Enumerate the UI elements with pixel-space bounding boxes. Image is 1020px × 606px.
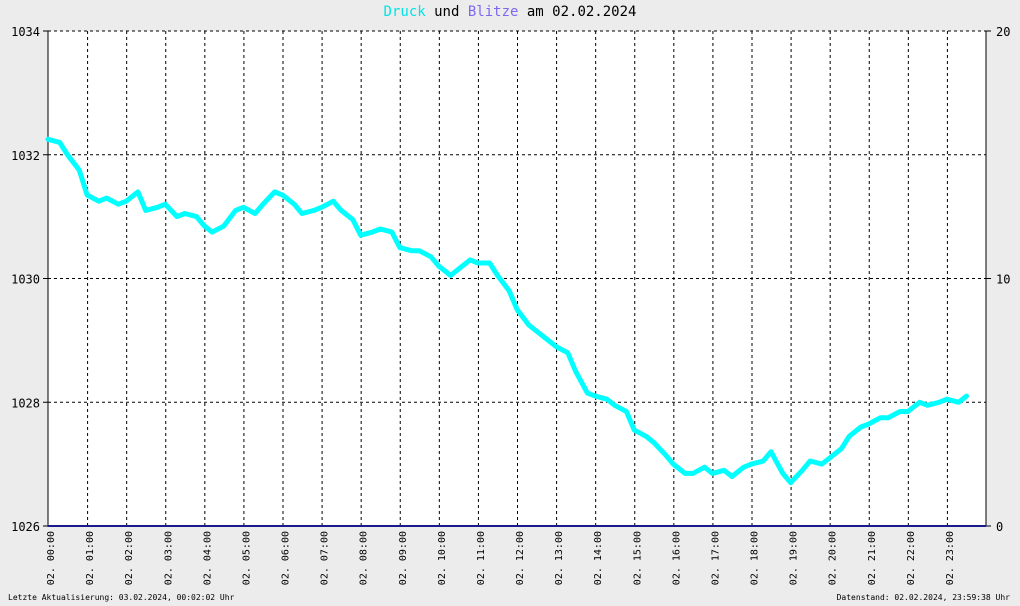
y-left-tick-label: 1030 bbox=[11, 273, 40, 287]
x-tick-label: 02. 04:00 bbox=[202, 531, 213, 585]
x-tick-label: 02. 16:00 bbox=[671, 531, 682, 585]
x-tick-label: 02. 09:00 bbox=[398, 531, 409, 585]
x-tick-label: 02. 11:00 bbox=[476, 531, 487, 585]
y-left-tick-label: 1028 bbox=[11, 396, 40, 410]
x-tick-label: 02. 19:00 bbox=[789, 531, 800, 585]
y-left-tick-label: 1034 bbox=[11, 25, 40, 39]
x-tick-label: 02. 20:00 bbox=[828, 531, 839, 585]
x-tick-label: 02. 23:00 bbox=[945, 531, 956, 585]
x-tick-label: 02. 00:00 bbox=[46, 531, 57, 585]
title-und: und bbox=[425, 4, 468, 20]
footer-last-update: Letzte Aktualisierung: 03.02.2024, 00:02… bbox=[8, 593, 235, 602]
x-tick-label: 02. 21:00 bbox=[867, 531, 878, 585]
x-tick-label: 02. 06:00 bbox=[281, 531, 292, 585]
y-left-tick-label: 1032 bbox=[11, 149, 40, 163]
chart-title: Druck und Blitze am 02.02.2024 bbox=[0, 4, 1020, 20]
footer-data-status: Datenstand: 02.02.2024, 23:59:38 Uhr bbox=[836, 593, 1010, 602]
x-tick-label: 02. 14:00 bbox=[593, 531, 604, 585]
x-tick-label: 02. 13:00 bbox=[554, 531, 565, 585]
y-left-tick-label: 1026 bbox=[11, 520, 40, 534]
x-tick-label: 02. 18:00 bbox=[750, 531, 761, 585]
y-right-tick-label: 10 bbox=[996, 273, 1010, 287]
title-blitze: Blitze bbox=[467, 4, 519, 20]
x-tick-label: 02. 01:00 bbox=[85, 531, 96, 585]
title-date: am 02.02.2024 bbox=[518, 4, 637, 20]
x-tick-label: 02. 10:00 bbox=[437, 531, 448, 585]
x-tick-label: 02. 03:00 bbox=[163, 531, 174, 585]
x-tick-label: 02. 05:00 bbox=[241, 531, 252, 585]
x-tick-label: 02. 15:00 bbox=[632, 531, 643, 585]
series-line-druck bbox=[45, 136, 969, 486]
title-druck: Druck bbox=[383, 4, 426, 20]
x-tick-label: 02. 12:00 bbox=[515, 531, 526, 585]
x-tick-label: 02. 07:00 bbox=[320, 531, 331, 585]
x-tick-label: 02. 08:00 bbox=[359, 531, 370, 585]
x-tick-label: 02. 02:00 bbox=[124, 531, 135, 585]
x-tick-label: 02. 22:00 bbox=[906, 531, 917, 585]
y-right-tick-label: 0 bbox=[996, 520, 1003, 534]
x-tick-label: 02. 17:00 bbox=[710, 531, 721, 585]
y-right-tick-label: 20 bbox=[996, 25, 1010, 39]
